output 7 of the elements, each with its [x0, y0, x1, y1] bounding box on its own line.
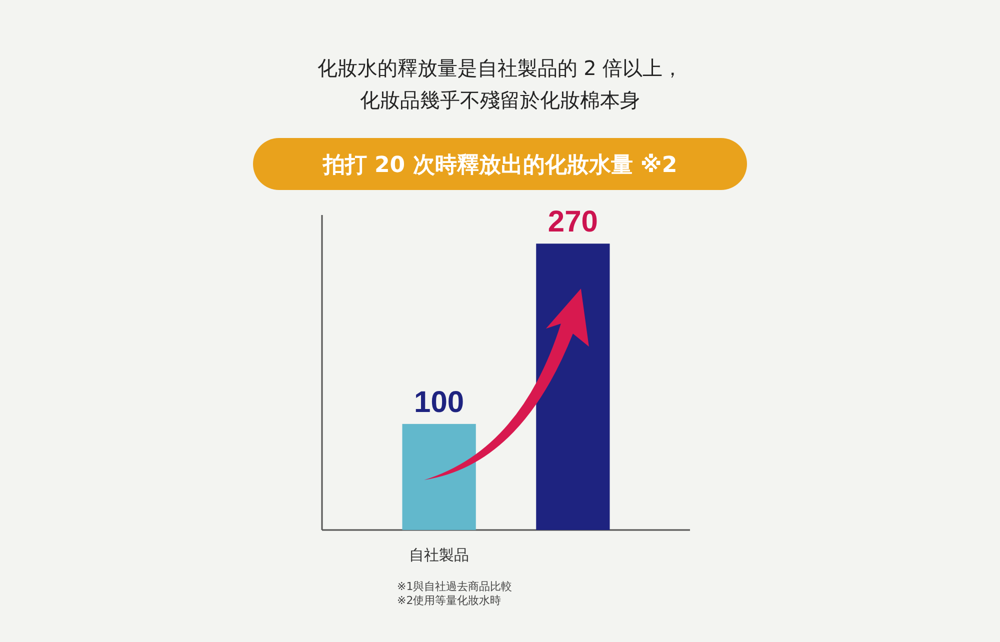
data-label: 100 [414, 386, 464, 419]
text: ※2使用等量化妝水時 [397, 594, 502, 607]
chart-subtitle: 拍打 20 次時釋放出的化妝水量 ※2 [322, 153, 678, 178]
chart-title: 化妝水的釋放量是自社製品的 2 倍以上，化妝品幾乎不殘留於化妝棉本身 [317, 56, 683, 112]
text: ※1與自社過去商品比較 [397, 580, 512, 593]
data-label: 270 [548, 206, 598, 239]
x-tick-label: 自社製品 [409, 546, 470, 564]
